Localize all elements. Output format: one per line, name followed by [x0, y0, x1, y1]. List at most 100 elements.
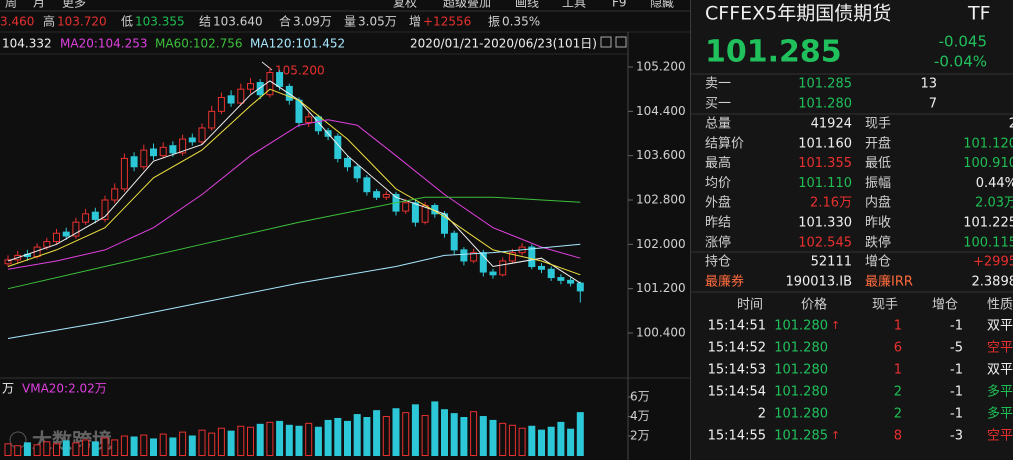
quote-label: 振 [488, 15, 500, 29]
volume-bar [450, 413, 458, 456]
stat-label: 最高 [705, 155, 731, 171]
quote-value: 103.355 [135, 15, 185, 29]
stat-label: 内盘 [865, 195, 891, 211]
toolbar-button[interactable]: 复权 [393, 0, 417, 10]
candle-body [382, 193, 390, 198]
toolbar-button[interactable]: 更多 [62, 0, 86, 10]
candle-body [150, 148, 157, 157]
volume-bar [489, 419, 497, 457]
candle-body [247, 83, 254, 90]
change-pct: -0.04% [934, 53, 987, 71]
y-tick-label: 105.200 [636, 60, 686, 74]
quote-value: 103.640 [213, 15, 263, 29]
trade-qty: 1 [894, 319, 902, 334]
stat-value: 0.44% [976, 176, 1013, 191]
quote-value: +12556 [423, 15, 471, 29]
volume-bar [334, 417, 342, 456]
stat-value: 101.120 [963, 136, 1013, 151]
volume-bar [353, 414, 361, 456]
volume-bar [179, 431, 187, 457]
trade-nature: 空平 [987, 429, 1013, 444]
book-price: 101.280 [798, 97, 852, 112]
quote-label: 量 [344, 15, 356, 29]
candle-body [353, 166, 361, 179]
book-qty: 13 [920, 77, 937, 92]
trade-price: 101.280 [774, 363, 828, 378]
stat-label: 增仓 [865, 255, 891, 270]
stat-value: +2995 [973, 255, 1013, 270]
volume-bar [159, 433, 167, 456]
icon[interactable] [615, 36, 627, 48]
trade-header: 时间 [737, 298, 763, 313]
candle-body [72, 221, 80, 237]
ma-line [7, 243, 581, 339]
candle-body [547, 268, 555, 279]
toolbar-button[interactable]: F9 [612, 0, 627, 10]
y-tick-label: 2万 [630, 429, 650, 443]
volume-bar [373, 410, 381, 457]
volume-bar [72, 442, 80, 457]
toolbar-button[interactable]: 超级叠加 [443, 0, 491, 10]
stat-label: 现手 [865, 117, 891, 132]
volume-bar [91, 441, 99, 456]
stat-value: 2.16万 [810, 196, 852, 211]
candle-body [91, 211, 99, 220]
volume-bar [53, 443, 60, 456]
candle-body [159, 146, 167, 157]
toolbar-button[interactable]: 月 [33, 0, 45, 10]
trade-time: 15:14:52 [708, 341, 766, 356]
candle-body [489, 271, 497, 276]
trade-header: 现手 [872, 298, 898, 313]
volume-bar [411, 404, 419, 456]
toolbar-button[interactable]: 周 [5, 0, 17, 10]
volume-bar [567, 428, 575, 456]
volume-bar [237, 425, 245, 456]
ma-line [7, 196, 581, 290]
y-tick-label: 101.200 [636, 281, 686, 295]
volume-bar [479, 416, 487, 456]
stat-label: 最廉券 [705, 274, 744, 290]
y-tick-label: 102.000 [636, 237, 686, 251]
stat-value: 41924 [811, 117, 852, 132]
candle-body [101, 199, 109, 220]
toolbar-button[interactable]: 画线 [515, 0, 539, 10]
toolbar-button[interactable]: 工具 [562, 0, 586, 10]
trade-oi: -1 [950, 385, 963, 400]
candle-body [53, 232, 60, 243]
stat-value: 101.330 [798, 216, 852, 231]
quote-label: 低 [121, 15, 133, 29]
instrument-name: CFFEX5年期国债期货 [705, 3, 891, 25]
stat-label: 外盘 [705, 195, 731, 211]
stat-value: 2.03万 [975, 196, 1013, 211]
candle-body [450, 232, 458, 251]
stat-value: 2.3898 [972, 275, 1013, 290]
trade-nature: 多平 [987, 384, 1013, 400]
stat-label: 最廉IRR [865, 274, 913, 290]
stat-value: 52111 [811, 255, 852, 270]
trade-oi: -3 [950, 429, 963, 444]
stat-value: 101.110 [798, 176, 852, 191]
volume-bar [538, 429, 545, 457]
toolbar-button[interactable]: 隐藏 [650, 0, 674, 10]
stat-label: 昨收 [865, 216, 891, 231]
volume-bar [256, 423, 264, 456]
candle-body [538, 265, 545, 270]
trade-qty: 6 [894, 341, 902, 356]
stat-label: 开盘 [865, 135, 891, 151]
date-range: 2020/01/21-2020/06/23(101日) [410, 37, 597, 51]
volume-bar [508, 424, 516, 457]
last-price: 101.285 [705, 35, 842, 70]
candle-body [140, 149, 148, 168]
trade-oi: -1 [950, 363, 963, 378]
quote-value: 3.09万 [293, 15, 332, 29]
volume-bar [188, 435, 196, 456]
candle-body [363, 177, 371, 193]
volume-bar [140, 434, 148, 457]
candle-body [528, 246, 536, 267]
volume-bar [82, 439, 90, 457]
volume-bar [518, 427, 526, 457]
candle-body [169, 145, 177, 154]
quote-label: 增 [409, 15, 421, 29]
icon[interactable] [600, 36, 612, 48]
quote-label: 合 [279, 14, 291, 29]
